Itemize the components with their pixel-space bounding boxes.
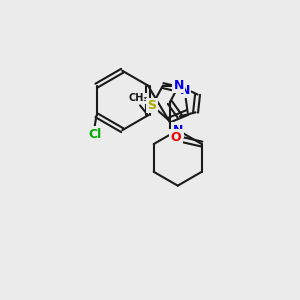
- Text: N: N: [172, 124, 183, 137]
- Text: N: N: [173, 79, 184, 92]
- Text: N: N: [179, 84, 190, 97]
- Text: O: O: [171, 130, 181, 144]
- Text: S: S: [148, 99, 157, 112]
- Text: Cl: Cl: [88, 128, 101, 141]
- Text: CH₃: CH₃: [128, 94, 148, 103]
